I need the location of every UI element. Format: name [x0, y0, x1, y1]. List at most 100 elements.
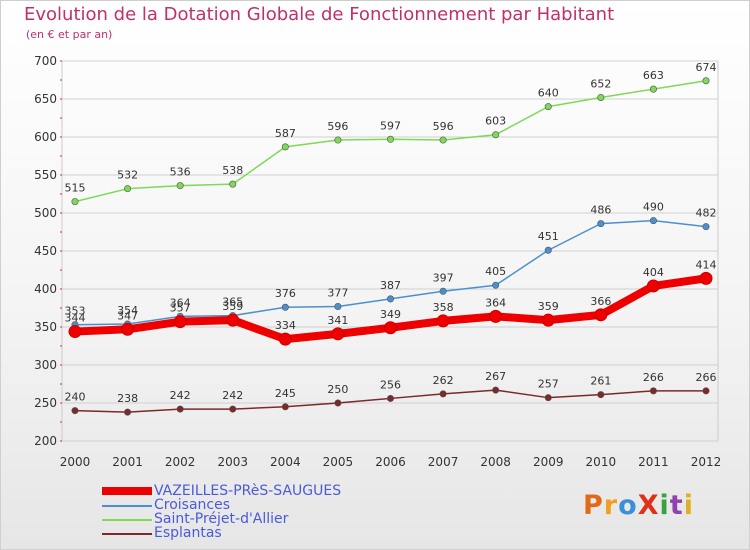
data-point [226, 313, 240, 327]
data-point [176, 182, 184, 190]
data-label: 482 [696, 207, 717, 220]
data-label: 490 [643, 201, 664, 214]
x-tick-label: 2010 [586, 455, 617, 469]
data-point [281, 403, 289, 411]
data-point [702, 387, 710, 395]
y-tick-label: 250 [34, 396, 57, 410]
data-point [71, 198, 79, 206]
data-label: 365 [222, 296, 243, 309]
x-tick-label: 2002 [165, 455, 196, 469]
legend-swatch-vazeilles [102, 487, 152, 495]
data-point [541, 313, 555, 327]
x-tick-label: 2005 [323, 455, 354, 469]
data-point [489, 309, 503, 323]
data-point [173, 315, 187, 329]
data-point [492, 386, 500, 394]
data-label: 387 [380, 279, 401, 292]
data-label: 353 [65, 305, 86, 318]
data-point [439, 136, 447, 144]
data-point [702, 77, 710, 85]
proxiti-logo: ProXiti [583, 490, 694, 521]
data-point [384, 321, 397, 335]
data-label: 240 [65, 391, 86, 404]
data-label: 596 [433, 120, 454, 133]
chart-subtitle: (en € et par an) [26, 28, 113, 41]
data-point [281, 303, 289, 311]
legend-swatch-saint-prejet [102, 519, 152, 521]
data-label: 652 [590, 77, 611, 90]
y-tick-label: 400 [34, 282, 57, 296]
data-point [331, 327, 345, 341]
y-tick-label: 300 [34, 358, 57, 372]
data-label: 397 [433, 271, 454, 284]
x-tick-label: 2008 [480, 455, 511, 469]
data-point [229, 405, 237, 413]
data-point [492, 131, 500, 139]
data-point [386, 135, 394, 143]
x-tick-label: 2007 [428, 455, 459, 469]
data-label: 597 [380, 119, 401, 132]
logo-letter: r [603, 490, 619, 521]
data-label: 359 [222, 300, 243, 313]
data-label: 256 [380, 378, 401, 391]
data-point [386, 295, 394, 303]
x-tick-label: 2012 [691, 455, 722, 469]
legend-label-vazeilles: VAZEILLES-PRèS-SAUGUES [154, 483, 342, 499]
data-label: 364 [170, 296, 191, 309]
data-label: 238 [117, 392, 138, 405]
data-label: 262 [433, 374, 454, 387]
data-label: 640 [538, 87, 559, 100]
chart-title: Evolution de la Dotation Globale de Fonc… [24, 4, 615, 25]
data-point [334, 302, 342, 310]
data-label: 366 [590, 295, 611, 308]
data-label: 451 [538, 230, 559, 243]
data-point [68, 325, 82, 339]
legend-label-esplantas: Esplantas [154, 525, 222, 541]
data-point [702, 223, 710, 231]
logo-letter: t [669, 490, 684, 521]
legend-label-saint-prejet: Saint-Préjet-d'Allier [154, 511, 289, 527]
data-point [439, 390, 447, 398]
data-label: 341 [327, 314, 348, 327]
data-point [649, 85, 657, 93]
x-tick-label: 2003 [217, 455, 248, 469]
data-point [229, 180, 237, 188]
data-label: 266 [696, 371, 717, 384]
logo-letter: P [583, 490, 604, 521]
data-point [594, 308, 608, 322]
data-label: 334 [275, 319, 296, 332]
data-label: 354 [117, 304, 138, 317]
data-label: 344 [65, 312, 86, 325]
logo-letter: i [683, 490, 694, 521]
y-tick-label: 700 [34, 54, 57, 68]
data-label: 242 [222, 389, 243, 402]
legend-swatch-croisances [102, 505, 152, 507]
data-point [439, 287, 447, 295]
y-tick-label: 500 [34, 206, 57, 220]
x-tick-label: 2000 [60, 455, 91, 469]
data-label: 245 [275, 387, 296, 400]
data-point [649, 387, 657, 395]
data-label: 663 [643, 69, 664, 82]
data-label: 364 [485, 296, 506, 309]
data-point [597, 391, 605, 399]
data-point [544, 246, 552, 254]
x-tick-label: 2009 [533, 455, 564, 469]
data-point [544, 394, 552, 402]
data-label: 674 [696, 61, 717, 74]
data-point [176, 405, 184, 413]
data-label: 359 [538, 300, 559, 313]
data-point [436, 314, 450, 328]
legend-swatch-esplantas [102, 533, 152, 535]
data-label: 486 [590, 204, 611, 217]
data-label: 603 [485, 115, 506, 128]
data-label: 242 [170, 389, 191, 402]
data-point [386, 394, 394, 402]
data-label: 358 [433, 301, 454, 314]
data-point [124, 185, 132, 193]
data-point [699, 271, 713, 285]
data-point [334, 136, 342, 144]
logo-letter: i [659, 490, 670, 521]
